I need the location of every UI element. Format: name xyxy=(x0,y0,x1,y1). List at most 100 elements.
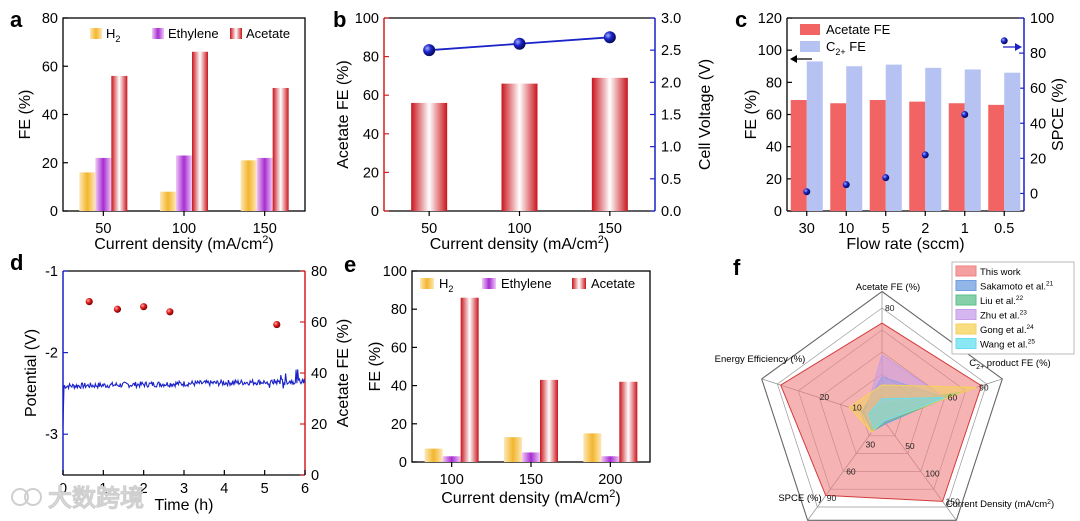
legend-swatch xyxy=(955,294,977,306)
legend-swatch xyxy=(955,323,977,335)
panel-d: d -3 -2 -1 0 20 40 60 80 0 1 2 3 4 5 6 Potential (V) Acet… xyxy=(10,250,352,514)
acetate-fe-bar xyxy=(988,104,1005,211)
acetate-fe-bar xyxy=(501,83,538,211)
c2-fe-bar xyxy=(964,69,981,211)
legend-label: Acetate FE xyxy=(826,22,891,37)
radar-tick-label: 20 xyxy=(820,392,830,402)
acetate-fe-point xyxy=(166,308,174,316)
legend-label: Ethylene xyxy=(501,276,552,291)
acetate-fe-bar xyxy=(909,101,926,211)
y-tick-label: -3 xyxy=(45,427,58,443)
x-tick-label: 1 xyxy=(99,481,107,497)
y-tick-label: 40 xyxy=(311,366,327,382)
radar-axis-label: C2+ product FE (%) xyxy=(969,358,1050,371)
radar-grid-ring xyxy=(761,290,1003,521)
spce-point xyxy=(1000,37,1008,45)
ethylene-bar xyxy=(95,157,112,211)
x-tick-label: 2 xyxy=(140,481,148,497)
ethylene-bar xyxy=(176,155,192,211)
y-tick-label: -1 xyxy=(45,264,58,280)
x-axis-label: Time (h) xyxy=(155,497,214,514)
legend-label: This work xyxy=(980,267,1021,278)
y-tick-label: 100 xyxy=(355,11,379,27)
left-arrow-head xyxy=(790,55,797,63)
acetate-fe-point xyxy=(273,320,281,329)
c2-fe-bar xyxy=(925,67,942,211)
legend-label: Gong et al.24 xyxy=(980,324,1034,336)
x-axis-label: Current density (mA/cm2) xyxy=(430,234,610,253)
x-tick-label: 100 xyxy=(440,472,464,488)
h2-bar xyxy=(160,191,176,211)
spce-point xyxy=(842,181,850,189)
radar-tick-label: 150 xyxy=(946,496,960,506)
y-tick-label: 0 xyxy=(371,204,379,220)
legend-swatch xyxy=(955,265,977,277)
y-tick-label: 80 xyxy=(391,302,407,318)
x-tick-label: 5 xyxy=(261,481,269,497)
legend-label: C2+ FE xyxy=(826,39,866,57)
y-tick-label: 20 xyxy=(766,172,782,188)
x-tick-label: 150 xyxy=(253,221,277,237)
watermark-logo-icon xyxy=(24,488,42,506)
panel-label: a xyxy=(10,7,23,32)
y-tick-label: 1.0 xyxy=(661,140,681,156)
ethylene-bar xyxy=(522,452,540,462)
watermark-text: 大数跨境 xyxy=(48,484,144,512)
acetate-fe-bar xyxy=(869,100,886,211)
legend-label: Acetate xyxy=(246,26,290,41)
y-axis-label-left: FE (%) xyxy=(743,90,760,140)
c2-fe-bar xyxy=(846,66,863,211)
y-tick-label: 40 xyxy=(42,108,58,124)
spce-point xyxy=(961,111,969,118)
y-tick-label: 0 xyxy=(774,204,782,220)
cell-voltage-point xyxy=(603,31,616,44)
y-tick-label: 20 xyxy=(1030,151,1046,167)
legend-swatch xyxy=(800,41,820,52)
acetate-fe-bar xyxy=(790,100,807,211)
h2-bar xyxy=(79,172,96,211)
panel-c: c 0 20 40 60 80 100 120 0 20 40 60 80 100 30 10 5 2 1 0.5 Ac… xyxy=(735,7,1067,253)
radar-tick-label: 60 xyxy=(948,393,958,403)
radar-axis-label: Energy Efficiency (%) xyxy=(715,354,806,365)
ethylene-bar xyxy=(256,157,273,211)
legend-swatch xyxy=(955,309,977,320)
radar-tick-label: 90 xyxy=(827,493,837,503)
y-tick-label: 20 xyxy=(363,165,379,181)
x-tick-label: 6 xyxy=(301,481,309,497)
legend-swatch xyxy=(230,28,242,39)
legend-label: Liu et al.22 xyxy=(980,295,1024,307)
panel-label: c xyxy=(735,7,747,32)
y-tick-label: 20 xyxy=(42,156,58,172)
x-tick-label: 0.5 xyxy=(994,221,1014,237)
y-tick-label: 0 xyxy=(399,455,407,471)
y-tick-label: 80 xyxy=(363,50,379,66)
x-tick-label: 150 xyxy=(598,221,622,237)
panel-e: e 0 20 40 60 80 100 100 150 200 FE (%) Current dens… xyxy=(344,252,651,507)
y-tick-label: 0.5 xyxy=(661,172,681,188)
c2-fe-bar xyxy=(806,61,823,211)
panel-b: b 0 20 40 60 80 100 0.0 0.5 1.0 1.5 2.0 2.5 3.0 50 100 1… xyxy=(333,7,714,253)
y-axis-label: FE (%) xyxy=(367,342,384,392)
y-axis-label-left: Acetate FE (%) xyxy=(335,60,352,168)
acetate-bar xyxy=(272,87,289,211)
acetate-fe-bar xyxy=(411,102,448,211)
y-tick-label: 60 xyxy=(311,315,327,331)
acetate-bar xyxy=(460,297,479,462)
legend-label: Ethylene xyxy=(168,26,219,41)
legend-label: Zhu et al.23 xyxy=(980,310,1027,322)
acetate-fe-bar xyxy=(948,103,965,211)
x-tick-label: 0 xyxy=(59,481,67,497)
y-tick-label: 100 xyxy=(1030,11,1054,27)
radar-axis-label: SPCE (%) xyxy=(778,493,821,504)
x-axis-label: Current density (mA/cm2) xyxy=(441,488,621,507)
legend-swatch xyxy=(955,280,977,291)
ethylene-bar xyxy=(601,456,620,462)
x-tick-label: 1 xyxy=(961,221,969,237)
potential-line xyxy=(62,369,306,427)
y-tick-label: 80 xyxy=(766,75,782,91)
legend-label: H2 xyxy=(439,276,453,294)
y-tick-label: 60 xyxy=(363,88,379,104)
x-tick-label: 5 xyxy=(882,221,890,237)
x-tick-label: 10 xyxy=(838,221,854,237)
